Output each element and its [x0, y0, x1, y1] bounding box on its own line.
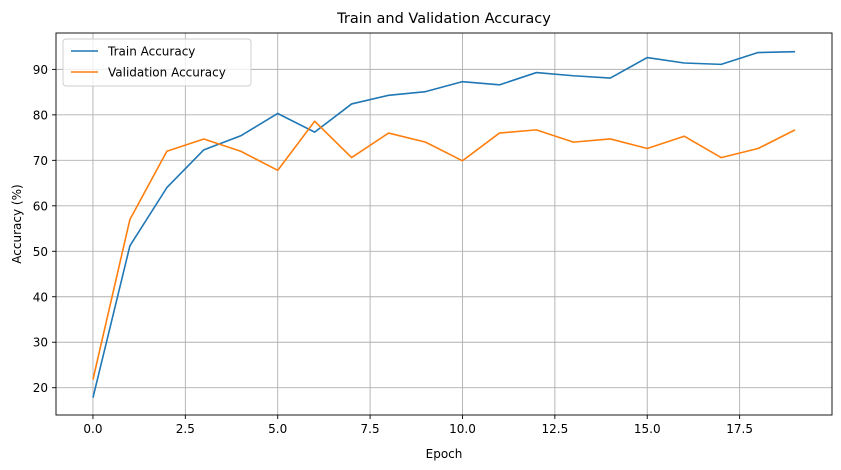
legend-label-1: Validation Accuracy	[108, 66, 226, 80]
y-tick-label: 60	[33, 199, 48, 213]
x-tick-label: 15.0	[634, 422, 661, 436]
y-tick-label: 40	[33, 290, 48, 304]
legend-label-0: Train Accuracy	[107, 45, 195, 59]
x-tick-label: 12.5	[541, 422, 568, 436]
x-tick-label: 2.5	[176, 422, 195, 436]
y-tick-label: 20	[33, 381, 48, 395]
legend-box	[62, 38, 252, 87]
y-axis-ticks: 20 30 40 50 60 70 80 90	[33, 63, 56, 395]
y-tick-label: 50	[33, 245, 48, 259]
x-tick-label: 5.0	[268, 422, 287, 436]
x-tick-label: 0.0	[83, 422, 102, 436]
x-tick-label: 10.0	[449, 422, 476, 436]
series-line-1	[92, 120, 796, 380]
y-tick-label: 30	[33, 336, 48, 350]
y-tick-label: 70	[33, 154, 48, 168]
y-tick-label: 90	[33, 63, 48, 77]
y-axis-label: Accuracy (%)	[10, 184, 24, 263]
legend: Train Accuracy Validation Accuracy	[62, 38, 252, 87]
series-line-0	[92, 50, 796, 398]
y-tick-label: 80	[33, 108, 48, 122]
x-tick-label: 17.5	[726, 422, 753, 436]
grid-lines	[56, 33, 832, 415]
chart-title: Train and Validation Accuracy	[336, 11, 551, 27]
x-axis-ticks: 0.0 2.5 5.0 7.5 10.0 12.5 15.0 17.5	[83, 415, 753, 436]
x-axis-label: Epoch	[426, 447, 463, 461]
plot-frame	[55, 32, 833, 416]
x-tick-label: 7.5	[361, 422, 380, 436]
series-lines	[92, 50, 796, 398]
